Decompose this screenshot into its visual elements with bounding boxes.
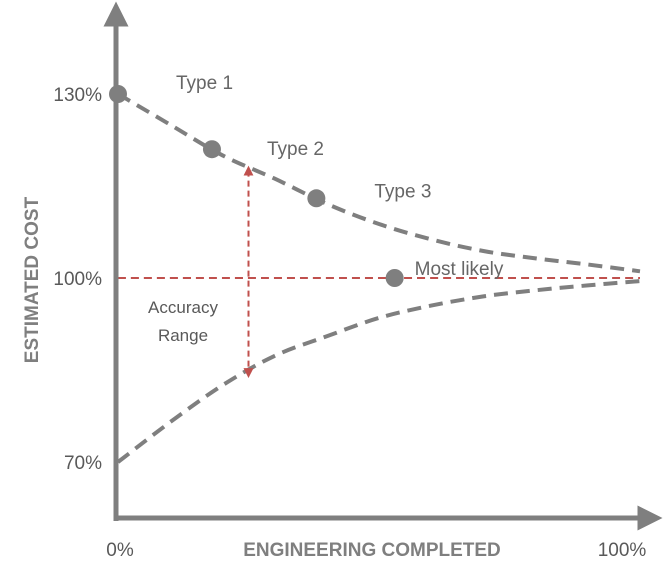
y-tick-label: 70% — [64, 453, 102, 474]
x-axis-title: ENGINEERING COMPLETED — [243, 540, 501, 561]
upper-bound-line — [116, 92, 641, 274]
point-marker — [109, 85, 127, 103]
point-marker — [202, 140, 221, 159]
point-label: Most likely — [415, 259, 504, 280]
x-tick-label: 0% — [106, 540, 134, 561]
ticks-layer: 130% 100% 70% 0% 100% — [53, 85, 646, 561]
point-label: Type 1 — [176, 73, 233, 94]
points-layer: Type 1 Type 2 Type 3 Most likely — [109, 73, 504, 287]
y-tick-label: 130% — [53, 85, 102, 106]
accuracy-range-label: Accuracy — [148, 298, 218, 317]
point-label: Type 2 — [267, 139, 324, 160]
series-layer — [116, 92, 641, 464]
annotation-layer: Accuracy Range — [148, 165, 254, 379]
point-marker — [307, 189, 326, 208]
x-tick-label: 100% — [598, 540, 647, 561]
y-axis-title: ESTIMATED COST — [22, 196, 43, 363]
point-marker — [385, 269, 404, 287]
lower-bound-line — [116, 279, 641, 464]
point-label: Type 3 — [374, 181, 431, 202]
accuracy-range-label: Range — [158, 326, 208, 345]
y-tick-label: 100% — [53, 269, 102, 290]
